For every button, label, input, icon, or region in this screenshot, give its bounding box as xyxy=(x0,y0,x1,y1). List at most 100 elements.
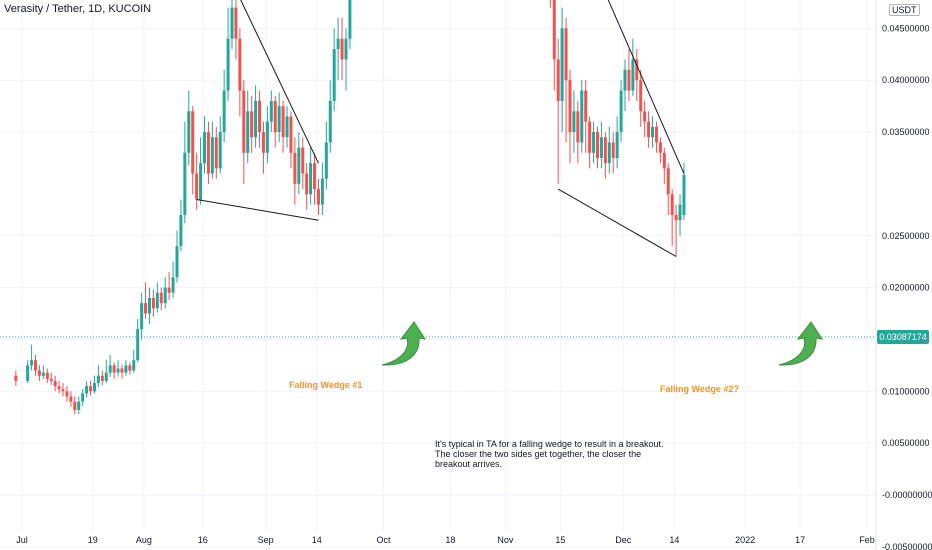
candle xyxy=(281,106,285,138)
candle xyxy=(234,7,238,39)
candle xyxy=(206,132,210,174)
candle xyxy=(580,90,584,143)
candle xyxy=(305,173,309,195)
candle xyxy=(124,365,128,373)
candle xyxy=(199,163,203,200)
chart-title: Verasity / Tether, 1D, KUCOIN xyxy=(4,3,152,15)
candle xyxy=(588,121,592,153)
candle xyxy=(81,393,85,402)
candle xyxy=(57,386,61,390)
candle xyxy=(254,100,258,138)
candle xyxy=(112,365,116,373)
candle xyxy=(320,178,324,205)
candle xyxy=(635,59,639,81)
candle xyxy=(183,152,187,216)
candle xyxy=(662,152,666,169)
arrow-icon xyxy=(778,321,824,366)
chart-grid xyxy=(0,0,876,548)
candle xyxy=(250,111,254,138)
candle xyxy=(592,132,596,153)
candle xyxy=(96,375,100,384)
candle xyxy=(163,287,167,304)
candles xyxy=(14,0,686,415)
candle xyxy=(144,303,148,314)
candle xyxy=(301,147,305,174)
candle xyxy=(128,365,132,371)
candle xyxy=(568,80,572,133)
candle xyxy=(104,372,108,381)
wedge2-label: Falling Wedge #2? xyxy=(660,384,739,394)
candle xyxy=(89,386,93,392)
candle xyxy=(73,401,77,410)
x-tick-label: Nov xyxy=(497,535,514,545)
candle xyxy=(631,59,635,91)
candle xyxy=(61,389,65,392)
candle xyxy=(100,375,104,381)
candle xyxy=(136,329,140,361)
y-tick-label: 0.02500000 xyxy=(882,231,930,241)
candle xyxy=(682,174,686,216)
candle xyxy=(670,194,674,216)
candle xyxy=(654,126,658,143)
candle xyxy=(167,287,171,293)
candle xyxy=(336,38,340,50)
candle xyxy=(647,121,651,138)
candle xyxy=(116,368,120,373)
candle xyxy=(344,38,348,60)
candle xyxy=(30,360,34,366)
candle xyxy=(277,106,281,133)
candle xyxy=(222,90,226,133)
candle xyxy=(65,391,69,397)
annotation-note: It's typical in TA for a falling wedge t… xyxy=(435,439,664,469)
candle xyxy=(120,368,124,373)
candle xyxy=(273,100,277,133)
x-tick-label: Feb xyxy=(859,535,875,545)
candle xyxy=(242,90,246,153)
trendline xyxy=(240,0,319,164)
candle xyxy=(623,69,627,91)
candle xyxy=(265,121,269,153)
candle xyxy=(195,173,199,200)
candle xyxy=(309,163,313,195)
y-tick-label: -0.00500000 xyxy=(882,542,932,550)
candle xyxy=(14,375,18,381)
x-tick-label: 14 xyxy=(312,535,322,545)
candle xyxy=(92,383,96,392)
candle xyxy=(584,90,588,122)
candle xyxy=(85,386,89,394)
x-tick-label: 15 xyxy=(555,535,565,545)
y-tick-label: -0.00000000 xyxy=(882,490,932,500)
candle xyxy=(348,0,352,39)
y-tick-label: 0.00500000 xyxy=(882,438,930,448)
y-tick-label: 0.04500000 xyxy=(882,23,930,33)
x-tick-label: 19 xyxy=(88,535,98,545)
candle xyxy=(258,100,262,133)
candle xyxy=(611,142,615,158)
x-tick-label: 18 xyxy=(445,535,455,545)
x-tick-label: Dec xyxy=(615,535,632,545)
candle xyxy=(69,396,73,402)
x-tick-label: Jul xyxy=(16,535,28,545)
candle xyxy=(230,7,234,39)
candle xyxy=(289,116,293,153)
currency-badge[interactable]: USDT xyxy=(889,4,920,16)
candle xyxy=(572,111,576,133)
candle xyxy=(658,142,662,153)
candle xyxy=(674,215,678,221)
candle xyxy=(596,132,599,158)
candle xyxy=(328,100,332,143)
candle xyxy=(324,142,328,179)
candle xyxy=(615,132,619,158)
candle xyxy=(246,111,250,153)
candle xyxy=(332,49,336,101)
candle xyxy=(45,372,49,379)
candle xyxy=(175,246,179,278)
candle xyxy=(187,111,191,153)
candle xyxy=(132,360,136,371)
candle xyxy=(619,90,623,133)
y-tick-label: 0.04000000 xyxy=(882,75,930,85)
wedge1-label: Falling Wedge #1 xyxy=(289,380,363,390)
candle xyxy=(552,0,556,60)
candle xyxy=(140,303,144,330)
